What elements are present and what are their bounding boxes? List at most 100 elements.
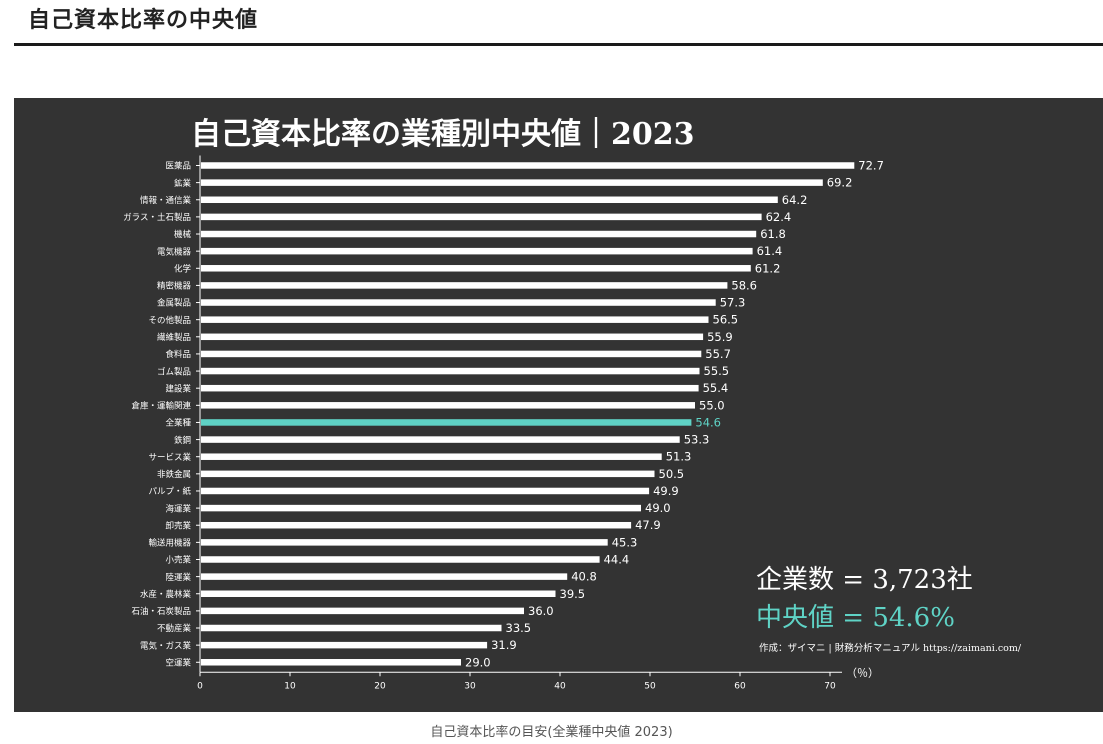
x-tick-label: 60	[734, 681, 746, 691]
category-label: 電気・ガス業	[140, 640, 192, 651]
x-tick-label: 10	[284, 681, 296, 691]
category-label: 電気機器	[157, 246, 192, 257]
value-label: 29.0	[465, 655, 491, 669]
category-label: ガラス・土石製品	[123, 212, 191, 223]
figure-caption: 自己資本比率の目安(全業種中央値 2023)	[430, 725, 673, 740]
value-label: 57.3	[720, 296, 746, 310]
x-tick-label: 40	[554, 681, 566, 691]
value-label: 55.4	[703, 381, 729, 395]
category-label: 食料品	[165, 349, 191, 360]
category-label: ゴム製品	[157, 366, 191, 377]
x-tick-label: 70	[824, 681, 836, 691]
value-label: 58.6	[731, 278, 757, 292]
category-label: 卸売業	[165, 520, 191, 531]
bar	[201, 316, 709, 323]
bar	[201, 504, 641, 512]
annotation-credit: 作成：ザイマニ | 財務分析マニュアル https://zaimani.com/	[759, 642, 1022, 654]
bar	[201, 487, 650, 495]
bar	[201, 162, 855, 169]
bar	[201, 213, 762, 221]
bar	[201, 590, 556, 597]
bar	[201, 196, 778, 204]
value-label: 72.7	[858, 159, 884, 173]
value-label: 36.0	[528, 604, 554, 618]
section-title: 自己資本比率の中央値	[28, 8, 259, 33]
value-label: 40.8	[571, 570, 597, 584]
bar	[201, 299, 716, 306]
category-label: 医薬品	[165, 161, 191, 172]
annotation-median: 中央値 = 54.6%	[756, 603, 955, 633]
value-label: 55.9	[707, 330, 733, 344]
x-tick-label: 0	[197, 681, 203, 691]
bar	[201, 230, 757, 238]
bar	[201, 521, 632, 529]
category-label: その他製品	[148, 315, 191, 326]
category-label: 情報・通信業	[140, 195, 192, 206]
value-label: 61.4	[757, 244, 783, 258]
bar	[201, 247, 753, 255]
value-label: 31.9	[491, 638, 517, 652]
value-label: 61.8	[760, 227, 786, 241]
category-label: 化学	[174, 263, 192, 274]
value-label: 49.0	[645, 501, 671, 515]
bar	[201, 350, 702, 358]
category-label: 輸送用機器	[148, 538, 191, 549]
value-label: 50.5	[659, 467, 685, 481]
category-label: 鉄鋼	[174, 435, 191, 446]
category-label: 倉庫・運輸関連	[131, 401, 191, 412]
value-label: 69.2	[827, 176, 853, 190]
category-label: 石油・石炭製品	[131, 606, 191, 617]
bar	[201, 573, 568, 580]
bar	[201, 624, 502, 632]
bar	[201, 641, 488, 649]
x-tick-label: 50	[644, 681, 656, 691]
value-label: 64.2	[782, 193, 808, 207]
category-label: 海運業	[165, 503, 191, 514]
bar	[201, 282, 728, 289]
category-label: 精密機器	[157, 281, 192, 292]
value-label: 45.3	[612, 535, 638, 549]
value-label: 44.4	[604, 552, 630, 566]
value-label: 56.5	[713, 313, 739, 327]
bar	[201, 419, 692, 426]
category-label: 金属製品	[157, 298, 191, 309]
value-label: 62.4	[766, 210, 792, 224]
chart: 自己資本比率の業種別中央値｜2023 72.7 69.2 64.2 62.4 61.8 6…	[123, 117, 1022, 691]
bar	[201, 470, 655, 478]
bar	[201, 659, 461, 666]
bar	[201, 367, 700, 375]
category-label: 鉱業	[174, 178, 192, 189]
category-label: 空運業	[165, 657, 191, 668]
bar	[201, 607, 524, 615]
category-label: 非鉄金属	[157, 469, 191, 480]
category-label: 繊維製品	[157, 332, 191, 343]
category-label: 全業種	[165, 418, 191, 429]
value-label: 61.2	[755, 261, 781, 275]
value-label: 49.9	[653, 484, 679, 498]
category-label: 機械	[174, 229, 192, 240]
bar	[201, 179, 823, 186]
value-label: 55.0	[699, 398, 725, 412]
chart-title: 自己資本比率の業種別中央値｜2023	[191, 117, 695, 152]
category-label: 建設業	[165, 383, 191, 394]
value-label: 53.3	[684, 433, 710, 447]
bar	[201, 265, 751, 272]
bar	[201, 436, 680, 443]
category-label: 水産・農林業	[140, 589, 192, 600]
value-label: 33.5	[506, 621, 532, 635]
value-label: 39.5	[560, 587, 586, 601]
bar	[201, 384, 699, 392]
value-label: 47.9	[635, 518, 661, 532]
category-label: 不動産業	[157, 623, 192, 634]
category-label: 小売業	[165, 555, 191, 566]
bar	[201, 402, 695, 409]
value-label: 55.7	[705, 347, 731, 361]
category-label: 陸運業	[165, 572, 191, 583]
annotation-company-count: 企業数 = 3,723社	[756, 565, 973, 595]
bar	[201, 333, 704, 341]
x-tick-label: 30	[464, 681, 476, 691]
value-label: 51.3	[666, 450, 692, 464]
value-label: 55.5	[704, 364, 730, 378]
x-tick-label: 20	[374, 681, 386, 691]
chart-panel: 自己資本比率の業種別中央値｜2023 72.7 69.2 64.2 62.4 61.8 6…	[14, 98, 1103, 712]
